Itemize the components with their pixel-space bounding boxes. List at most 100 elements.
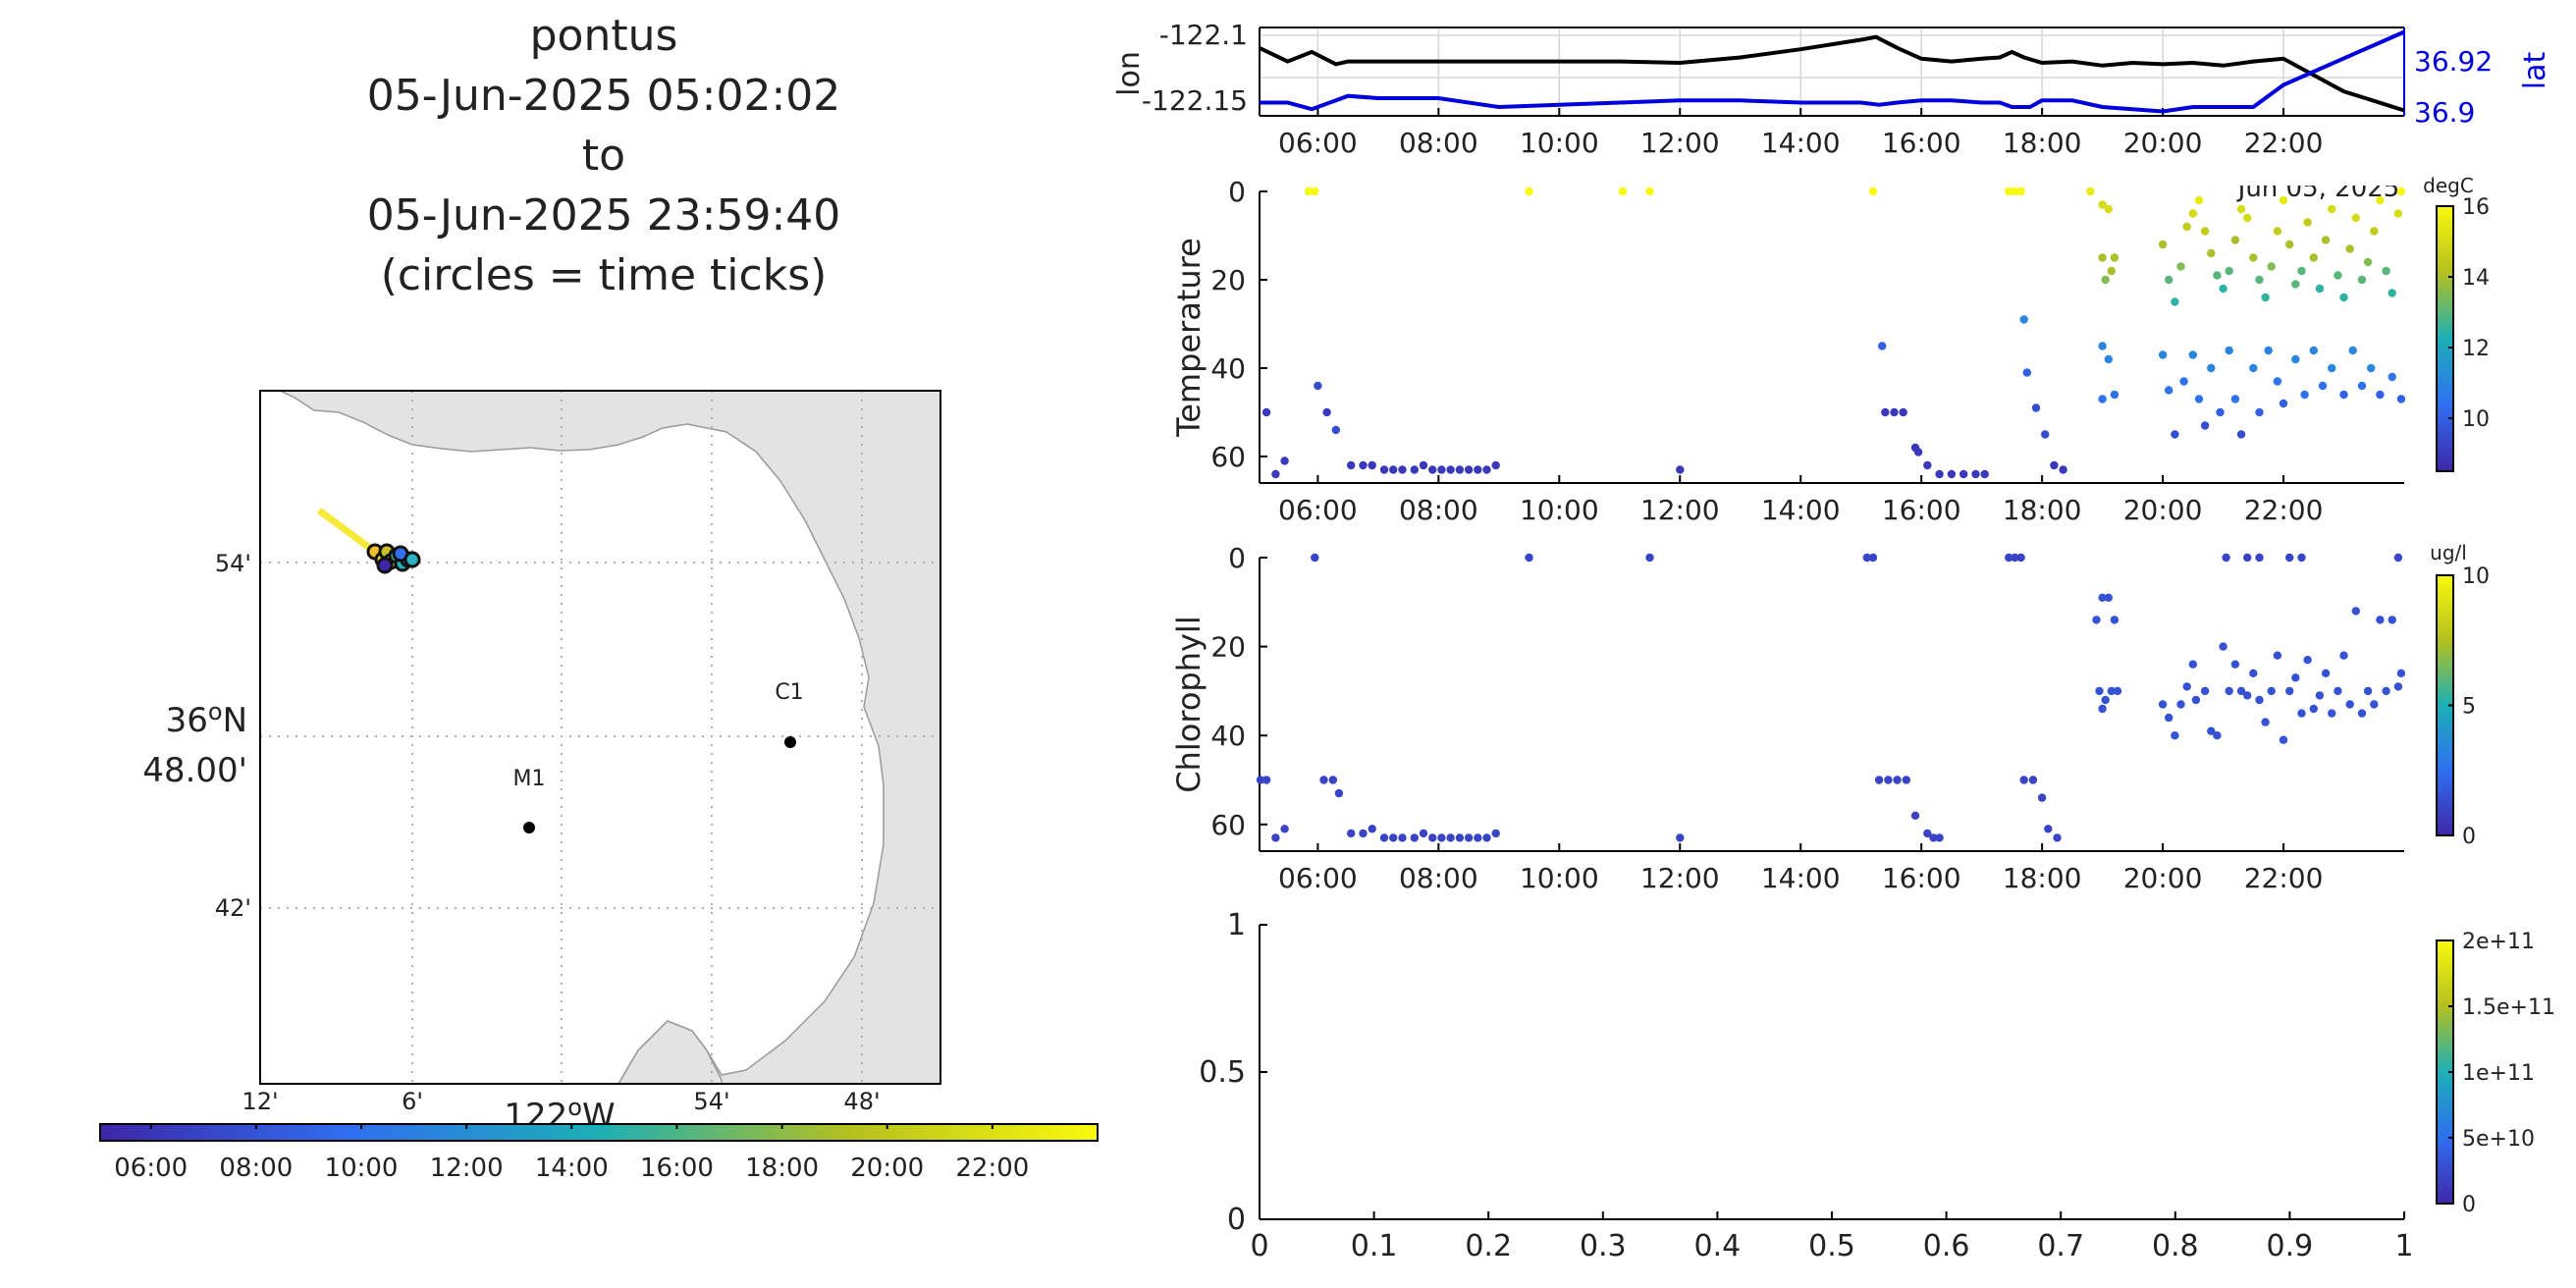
data-point — [2328, 363, 2336, 373]
data-point — [2158, 350, 2168, 359]
data-point — [1428, 833, 1437, 842]
data-point — [2328, 709, 2336, 718]
data-point — [2303, 218, 2312, 227]
x-tick-label: 0.1 — [1351, 1229, 1398, 1263]
colorbar-tick-label: 14:00 — [535, 1154, 609, 1183]
data-point — [2098, 704, 2107, 714]
data-point — [2188, 350, 2197, 359]
data-point — [2005, 553, 2013, 563]
colorbar-tick-label: 10 — [2462, 407, 2490, 432]
data-point — [2261, 293, 2270, 302]
colorbar-tick-label: 10:00 — [325, 1154, 399, 1183]
data-point — [2230, 660, 2240, 669]
data-point — [1446, 833, 1455, 842]
x-tick-label: 20:00 — [2123, 862, 2203, 894]
y-tick-label: 60 — [1210, 809, 1246, 841]
title-line: to — [581, 131, 626, 181]
data-point — [2321, 236, 2331, 244]
x-tick-label: 22:00 — [2244, 494, 2324, 526]
colorbar-tick-label: 5e+10 — [2462, 1127, 2535, 1152]
data-point — [2207, 363, 2216, 373]
data-point — [2357, 381, 2367, 391]
data-point — [2297, 709, 2306, 718]
colorbar-tick-label: 16 — [2462, 195, 2490, 220]
title-line: (circles = time ticks) — [380, 250, 828, 300]
data-point — [2158, 700, 2168, 709]
data-point — [2176, 262, 2185, 271]
data-point — [2367, 363, 2376, 373]
data-point — [1884, 776, 1893, 784]
data-point — [1878, 342, 1887, 350]
data-point — [2363, 257, 2373, 267]
data-point — [2182, 222, 2191, 232]
data-point — [2236, 430, 2246, 439]
data-point — [1890, 407, 1899, 417]
data-point — [2171, 731, 2179, 740]
colorbar-tick-label: 1.5e+11 — [2462, 995, 2555, 1020]
y-right-axis-label: lat — [2518, 52, 2552, 90]
data-point — [2113, 686, 2122, 696]
data-point — [2291, 673, 2300, 682]
colorbar-tick-label: 0 — [2462, 825, 2476, 849]
data-point — [2236, 204, 2246, 214]
data-point — [1334, 788, 1344, 798]
map-lon-tick: 48' — [843, 1088, 880, 1115]
data-point — [2345, 244, 2354, 253]
colorbar-tick-label: 10 — [2462, 564, 2490, 589]
colorbar-tick-label: 0 — [2462, 1193, 2476, 1217]
track-circle — [403, 551, 421, 568]
x-tick-label: 08:00 — [1399, 862, 1478, 894]
colorbar-tick-label: 20:00 — [850, 1154, 924, 1183]
data-point — [2110, 253, 2120, 262]
data-point — [2351, 213, 2360, 223]
x-tick-label: 10:00 — [1520, 494, 1599, 526]
plot-title: pontus 05-Jun-2025 05:02:02 to 05-Jun-20… — [324, 6, 884, 305]
data-point — [1645, 187, 1654, 196]
data-point — [2200, 686, 2210, 696]
data-point — [2376, 195, 2385, 205]
y-axis-label: Temperature — [1170, 238, 1208, 438]
data-point — [2194, 395, 2204, 403]
data-point — [2092, 616, 2101, 624]
data-point — [1331, 425, 1341, 435]
data-point — [2098, 342, 2107, 350]
data-point — [2249, 669, 2258, 677]
data-point — [2291, 354, 2300, 364]
x-tick-label: 08:00 — [1399, 494, 1478, 526]
data-point — [1491, 460, 1500, 470]
data-point — [1676, 833, 1685, 842]
data-point — [1347, 460, 1356, 470]
x-tick-label: 0 — [1250, 1229, 1268, 1263]
colorbar-tick-label: 18:00 — [745, 1154, 819, 1183]
x-tick-label: 20:00 — [2123, 127, 2203, 159]
data-point — [1959, 469, 1968, 479]
y-tick-label: 20 — [1210, 631, 1246, 664]
data-point — [2194, 195, 2204, 205]
x-tick-label: 16:00 — [1882, 127, 1961, 159]
data-point — [2165, 713, 2174, 723]
data-point — [2297, 266, 2306, 276]
x-tick-label: 1 — [2394, 1229, 2413, 1263]
data-point — [1868, 187, 1878, 196]
colorbar-tick-label: 1e+11 — [2462, 1061, 2535, 1086]
data-point — [2393, 209, 2403, 218]
data-point — [2104, 354, 2113, 364]
data-point — [2219, 642, 2227, 651]
data-point — [1455, 465, 1465, 474]
data-point — [1322, 407, 1331, 417]
data-point — [1437, 833, 1446, 842]
x-tick-label: 18:00 — [2003, 127, 2082, 159]
map-lat-label: 36oN — [166, 698, 247, 740]
data-point — [2213, 271, 2222, 280]
data-point — [2107, 266, 2116, 276]
data-point — [2182, 682, 2191, 691]
data-point — [2370, 227, 2379, 236]
data-point — [2098, 593, 2107, 602]
data-point — [1428, 465, 1437, 474]
data-point — [1347, 829, 1356, 838]
station-marker — [784, 736, 796, 748]
data-point — [2191, 695, 2201, 705]
data-point — [1311, 553, 1319, 563]
data-point — [1525, 187, 1533, 196]
